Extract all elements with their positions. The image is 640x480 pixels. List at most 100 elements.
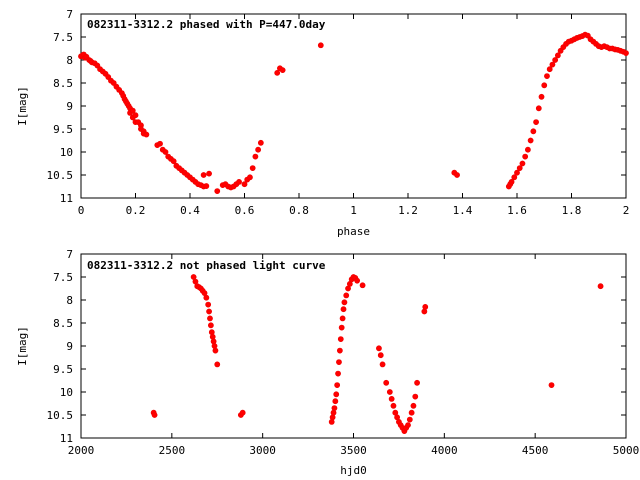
data-point xyxy=(162,149,169,155)
data-point xyxy=(339,315,346,322)
data-point xyxy=(207,315,213,322)
x-tick-label: 4000 xyxy=(431,444,458,457)
y-axis-label: I[mag] xyxy=(16,326,29,366)
x-tick-label: 0 xyxy=(78,204,85,217)
x-tick-label: 1.6 xyxy=(507,204,527,217)
x-tick-label: 1 xyxy=(350,204,357,217)
y-tick-label: 9.5 xyxy=(53,123,73,136)
data-point xyxy=(343,292,350,299)
y-tick-label: 10 xyxy=(60,146,73,159)
data-point xyxy=(623,50,629,56)
data-point xyxy=(334,382,341,388)
data-point xyxy=(203,294,210,301)
x-tick-label: 3000 xyxy=(249,444,276,457)
data-point xyxy=(508,178,515,185)
y-tick-label: 10.5 xyxy=(47,409,74,422)
plot-frame xyxy=(80,13,627,199)
data-point xyxy=(454,172,460,178)
data-point xyxy=(410,402,417,409)
y-axis-label: I[mag] xyxy=(16,86,29,126)
data-point xyxy=(236,178,242,185)
data-point xyxy=(597,283,604,290)
y-tick-label: 9 xyxy=(66,340,73,353)
x-tick-label: 1.8 xyxy=(562,204,582,217)
data-point xyxy=(421,308,428,315)
y-tick-label: 8 xyxy=(66,54,73,67)
data-point xyxy=(546,66,553,73)
y-tick-label: 8.5 xyxy=(53,77,73,90)
data-point xyxy=(405,422,411,429)
data-point xyxy=(412,393,419,400)
data-point xyxy=(383,379,390,386)
data-point xyxy=(206,308,212,315)
data-point xyxy=(388,395,395,402)
data-point xyxy=(336,347,343,354)
y-tick-label: 10 xyxy=(60,386,73,399)
data-point xyxy=(519,160,526,167)
data-point xyxy=(535,105,542,112)
data-point xyxy=(525,146,531,153)
chart-title: 082311-3312.2 phased with P=447.0day xyxy=(87,18,326,31)
data-point xyxy=(552,57,559,63)
x-axis-label: phase xyxy=(337,225,370,238)
data-point xyxy=(252,153,259,160)
data-point xyxy=(333,391,340,398)
data-point xyxy=(422,303,429,310)
data-point xyxy=(129,107,136,114)
x-tick-label: 4500 xyxy=(522,444,549,457)
data-point xyxy=(132,112,139,119)
data-point xyxy=(330,409,337,416)
data-points xyxy=(150,274,604,434)
chart-panel-1: 0 0.2 0.4 0.6 0.8 1 1.2 1.4 1.6 1.8 2 7 7.5 8 8.5 9 9.5 1… xyxy=(16,8,629,238)
y-tick-label: 7.5 xyxy=(53,271,73,284)
data-points xyxy=(78,31,629,194)
data-point xyxy=(241,181,248,188)
data-point xyxy=(337,336,344,342)
data-point xyxy=(257,139,264,146)
data-point xyxy=(203,183,210,189)
y-tick-label: 8 xyxy=(66,294,73,307)
chart-panel-2: 2000 2500 3000 3500 4000 4500 5000 7 7.5 8 8.5 9 9.5… xyxy=(16,248,639,477)
data-point xyxy=(379,361,386,368)
x-tick-label: 1.2 xyxy=(398,204,418,217)
data-point xyxy=(210,338,217,345)
data-point xyxy=(157,140,163,147)
x-axis-label: hjd0 xyxy=(340,464,367,477)
data-point xyxy=(511,174,518,181)
data-point xyxy=(338,324,345,331)
data-point xyxy=(538,93,545,100)
data-point xyxy=(533,119,539,125)
x-tick-label: 0.4 xyxy=(180,204,200,217)
y-tick-label: 11 xyxy=(60,192,73,205)
data-point xyxy=(340,306,347,313)
data-point xyxy=(331,405,338,411)
data-point xyxy=(151,412,158,418)
data-point xyxy=(211,343,218,349)
x-tick-label: 0.2 xyxy=(126,204,146,217)
data-point xyxy=(377,352,384,359)
data-point xyxy=(279,67,286,74)
data-point xyxy=(332,398,339,405)
data-point xyxy=(329,414,336,421)
data-point xyxy=(359,282,366,289)
data-point xyxy=(516,165,523,171)
data-point xyxy=(143,131,150,138)
data-point xyxy=(214,361,221,368)
data-point xyxy=(406,416,413,423)
y-tick-label: 8.5 xyxy=(53,317,73,330)
data-point xyxy=(530,128,537,135)
x-tick-label: 3500 xyxy=(340,444,367,457)
data-point xyxy=(274,69,281,76)
x-tick-label: 0.6 xyxy=(235,204,255,217)
data-point xyxy=(544,73,550,79)
y-tick-label: 7.5 xyxy=(53,31,73,44)
y-tick-label: 11 xyxy=(60,432,73,445)
y-tick-label: 10.5 xyxy=(47,169,74,182)
data-point xyxy=(548,382,555,388)
data-point xyxy=(549,61,556,68)
data-point xyxy=(200,172,207,178)
data-point xyxy=(328,418,335,425)
data-point xyxy=(554,52,561,59)
data-point xyxy=(514,169,520,176)
